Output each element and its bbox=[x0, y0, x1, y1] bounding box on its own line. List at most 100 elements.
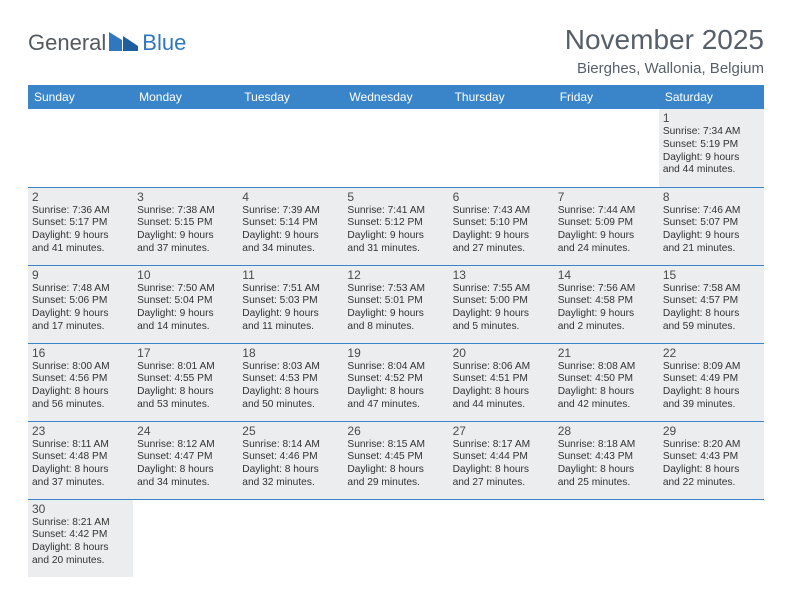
day-cell: 14Sunrise: 7:56 AMSunset: 4:58 PMDayligh… bbox=[554, 266, 659, 343]
day-number: 13 bbox=[453, 268, 550, 282]
day-number: 22 bbox=[663, 346, 760, 360]
day-cell: 6Sunrise: 7:43 AMSunset: 5:10 PMDaylight… bbox=[449, 188, 554, 265]
daylight-line1: Daylight: 9 hours bbox=[453, 308, 550, 321]
calendar-cell: 27Sunrise: 8:17 AMSunset: 4:44 PMDayligh… bbox=[449, 421, 554, 499]
day-number: 14 bbox=[558, 268, 655, 282]
sunset: Sunset: 5:03 PM bbox=[242, 295, 339, 308]
day-cell: 19Sunrise: 8:04 AMSunset: 4:52 PMDayligh… bbox=[343, 344, 448, 421]
day-info: Sunrise: 7:36 AMSunset: 5:17 PMDaylight:… bbox=[32, 205, 129, 256]
sunset: Sunset: 5:07 PM bbox=[663, 217, 760, 230]
sunrise: Sunrise: 8:20 AM bbox=[663, 439, 760, 452]
sunrise: Sunrise: 8:06 AM bbox=[453, 361, 550, 374]
daylight-line2: and 24 minutes. bbox=[558, 243, 655, 256]
day-info: Sunrise: 8:21 AMSunset: 4:42 PMDaylight:… bbox=[32, 517, 129, 568]
calendar-cell: 16Sunrise: 8:00 AMSunset: 4:56 PMDayligh… bbox=[28, 343, 133, 421]
sunset: Sunset: 5:00 PM bbox=[453, 295, 550, 308]
day-info: Sunrise: 8:20 AMSunset: 4:43 PMDaylight:… bbox=[663, 439, 760, 490]
day-info: Sunrise: 7:39 AMSunset: 5:14 PMDaylight:… bbox=[242, 205, 339, 256]
calendar-cell: 6Sunrise: 7:43 AMSunset: 5:10 PMDaylight… bbox=[449, 187, 554, 265]
day-number: 16 bbox=[32, 346, 129, 360]
calendar-cell bbox=[554, 109, 659, 187]
day-info: Sunrise: 7:48 AMSunset: 5:06 PMDaylight:… bbox=[32, 283, 129, 334]
daylight-line2: and 37 minutes. bbox=[32, 477, 129, 490]
day-cell: 25Sunrise: 8:14 AMSunset: 4:46 PMDayligh… bbox=[238, 422, 343, 499]
daylight-line1: Daylight: 8 hours bbox=[558, 386, 655, 399]
day-number: 29 bbox=[663, 424, 760, 438]
daylight-line2: and 11 minutes. bbox=[242, 321, 339, 334]
calendar-row: 16Sunrise: 8:00 AMSunset: 4:56 PMDayligh… bbox=[28, 343, 764, 421]
day-cell: 8Sunrise: 7:46 AMSunset: 5:07 PMDaylight… bbox=[659, 188, 764, 265]
daylight-line1: Daylight: 8 hours bbox=[242, 464, 339, 477]
day-info: Sunrise: 8:15 AMSunset: 4:45 PMDaylight:… bbox=[347, 439, 444, 490]
daylight-line1: Daylight: 9 hours bbox=[663, 230, 760, 243]
day-info: Sunrise: 8:00 AMSunset: 4:56 PMDaylight:… bbox=[32, 361, 129, 412]
sunset: Sunset: 4:43 PM bbox=[663, 451, 760, 464]
calendar-cell: 10Sunrise: 7:50 AMSunset: 5:04 PMDayligh… bbox=[133, 265, 238, 343]
day-cell: 4Sunrise: 7:39 AMSunset: 5:14 PMDaylight… bbox=[238, 188, 343, 265]
day-cell: 20Sunrise: 8:06 AMSunset: 4:51 PMDayligh… bbox=[449, 344, 554, 421]
empty-cell bbox=[554, 500, 659, 578]
sunset: Sunset: 4:44 PM bbox=[453, 451, 550, 464]
daylight-line2: and 14 minutes. bbox=[137, 321, 234, 334]
sunset: Sunset: 4:58 PM bbox=[558, 295, 655, 308]
daylight-line1: Daylight: 9 hours bbox=[347, 308, 444, 321]
day-number: 24 bbox=[137, 424, 234, 438]
calendar-cell bbox=[449, 499, 554, 577]
daylight-line2: and 44 minutes. bbox=[663, 164, 760, 177]
day-cell: 16Sunrise: 8:00 AMSunset: 4:56 PMDayligh… bbox=[28, 344, 133, 421]
daylight-line2: and 5 minutes. bbox=[453, 321, 550, 334]
daylight-line1: Daylight: 8 hours bbox=[32, 386, 129, 399]
daylight-line1: Daylight: 8 hours bbox=[453, 386, 550, 399]
weekday-header: Saturday bbox=[659, 85, 764, 109]
sunrise: Sunrise: 8:00 AM bbox=[32, 361, 129, 374]
sunrise: Sunrise: 8:21 AM bbox=[32, 517, 129, 530]
calendar-row: 1Sunrise: 7:34 AMSunset: 5:19 PMDaylight… bbox=[28, 109, 764, 187]
calendar-cell: 19Sunrise: 8:04 AMSunset: 4:52 PMDayligh… bbox=[343, 343, 448, 421]
day-info: Sunrise: 8:18 AMSunset: 4:43 PMDaylight:… bbox=[558, 439, 655, 490]
sunset: Sunset: 4:56 PM bbox=[32, 373, 129, 386]
day-number: 25 bbox=[242, 424, 339, 438]
daylight-line1: Daylight: 8 hours bbox=[137, 464, 234, 477]
day-number: 2 bbox=[32, 190, 129, 204]
day-info: Sunrise: 7:50 AMSunset: 5:04 PMDaylight:… bbox=[137, 283, 234, 334]
day-info: Sunrise: 7:58 AMSunset: 4:57 PMDaylight:… bbox=[663, 283, 760, 334]
daylight-line1: Daylight: 9 hours bbox=[32, 230, 129, 243]
calendar-table: SundayMondayTuesdayWednesdayThursdayFrid… bbox=[28, 85, 764, 577]
sunrise: Sunrise: 7:51 AM bbox=[242, 283, 339, 296]
day-info: Sunrise: 7:56 AMSunset: 4:58 PMDaylight:… bbox=[558, 283, 655, 334]
day-cell: 29Sunrise: 8:20 AMSunset: 4:43 PMDayligh… bbox=[659, 422, 764, 499]
daylight-line2: and 20 minutes. bbox=[32, 555, 129, 568]
calendar-cell: 20Sunrise: 8:06 AMSunset: 4:51 PMDayligh… bbox=[449, 343, 554, 421]
daylight-line2: and 34 minutes. bbox=[137, 477, 234, 490]
sunset: Sunset: 4:43 PM bbox=[558, 451, 655, 464]
day-number: 26 bbox=[347, 424, 444, 438]
day-info: Sunrise: 7:43 AMSunset: 5:10 PMDaylight:… bbox=[453, 205, 550, 256]
sunrise: Sunrise: 7:48 AM bbox=[32, 283, 129, 296]
weekday-header: Wednesday bbox=[343, 85, 448, 109]
day-number: 8 bbox=[663, 190, 760, 204]
calendar-cell: 23Sunrise: 8:11 AMSunset: 4:48 PMDayligh… bbox=[28, 421, 133, 499]
logo: GeneralBlue bbox=[28, 30, 186, 56]
calendar-cell: 22Sunrise: 8:09 AMSunset: 4:49 PMDayligh… bbox=[659, 343, 764, 421]
calendar-cell: 25Sunrise: 8:14 AMSunset: 4:46 PMDayligh… bbox=[238, 421, 343, 499]
day-info: Sunrise: 7:46 AMSunset: 5:07 PMDaylight:… bbox=[663, 205, 760, 256]
weekday-header: Monday bbox=[133, 85, 238, 109]
daylight-line2: and 47 minutes. bbox=[347, 399, 444, 412]
day-number: 28 bbox=[558, 424, 655, 438]
sunset: Sunset: 5:15 PM bbox=[137, 217, 234, 230]
calendar-cell: 2Sunrise: 7:36 AMSunset: 5:17 PMDaylight… bbox=[28, 187, 133, 265]
day-number: 23 bbox=[32, 424, 129, 438]
calendar-cell: 17Sunrise: 8:01 AMSunset: 4:55 PMDayligh… bbox=[133, 343, 238, 421]
calendar-cell: 28Sunrise: 8:18 AMSunset: 4:43 PMDayligh… bbox=[554, 421, 659, 499]
calendar-row: 30Sunrise: 8:21 AMSunset: 4:42 PMDayligh… bbox=[28, 499, 764, 577]
sunset: Sunset: 5:04 PM bbox=[137, 295, 234, 308]
daylight-line2: and 27 minutes. bbox=[453, 477, 550, 490]
sunset: Sunset: 4:57 PM bbox=[663, 295, 760, 308]
daylight-line2: and 53 minutes. bbox=[137, 399, 234, 412]
day-cell: 9Sunrise: 7:48 AMSunset: 5:06 PMDaylight… bbox=[28, 266, 133, 343]
day-info: Sunrise: 7:55 AMSunset: 5:00 PMDaylight:… bbox=[453, 283, 550, 334]
sunrise: Sunrise: 7:50 AM bbox=[137, 283, 234, 296]
daylight-line2: and 59 minutes. bbox=[663, 321, 760, 334]
sunrise: Sunrise: 8:03 AM bbox=[242, 361, 339, 374]
daylight-line2: and 2 minutes. bbox=[558, 321, 655, 334]
